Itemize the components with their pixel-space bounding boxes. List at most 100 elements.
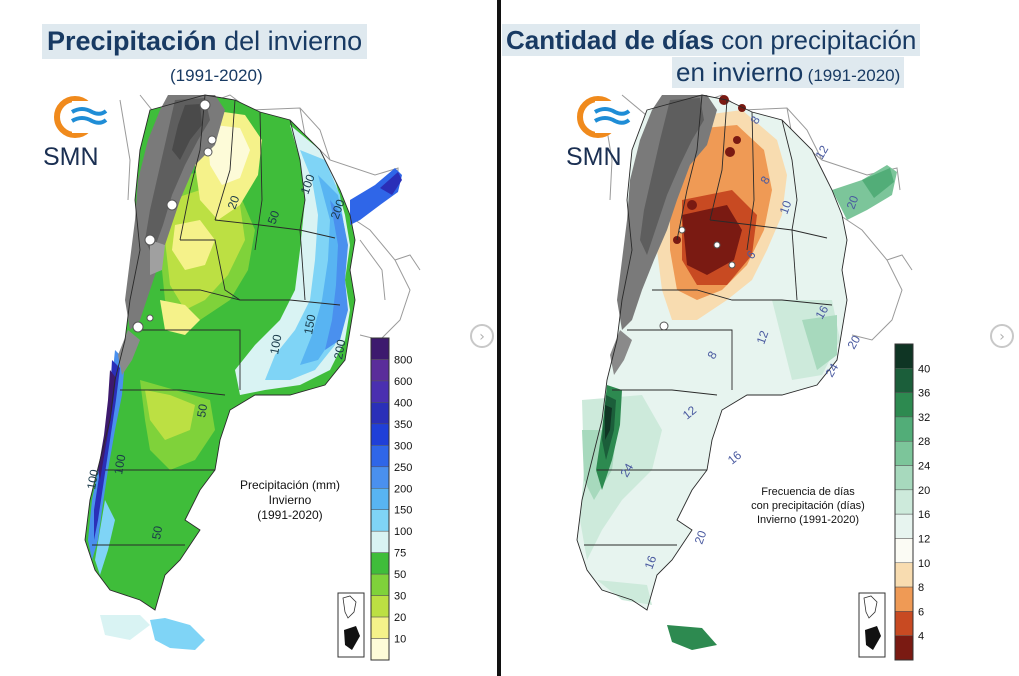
- days-title-line2-text: en invierno: [676, 57, 804, 87]
- legend-swatch: [370, 552, 390, 575]
- legend-swatch: [894, 611, 914, 636]
- precipitation-map: 20 50 100 200 100 150 200 100 50 50 100 …: [43, 94, 421, 661]
- legend-label: 20: [394, 612, 406, 624]
- legend-label: 400: [394, 397, 412, 409]
- precipitation-period: (1991-2020): [170, 66, 263, 85]
- legend-swatch: [370, 530, 390, 553]
- legend-label: 200: [394, 483, 412, 495]
- legend-label: 10: [918, 558, 930, 570]
- precipitation-legend-title: Precipitación (mm) Invierno (1991-2020): [225, 478, 355, 523]
- contour-label: 24: [617, 461, 636, 480]
- contour-label: 50: [194, 403, 210, 419]
- contour-label: 150: [301, 313, 318, 335]
- legend-swatch: [894, 368, 914, 393]
- legend-frame: [370, 337, 390, 661]
- panel-divider: [497, 0, 501, 676]
- legend-label: 40: [918, 363, 930, 375]
- legend-swatch: [370, 638, 390, 661]
- precipitation-title-strong: Precipitación: [47, 26, 217, 56]
- days-legend: 40 36 32 28 24 20 16 12 10 8 6 4: [894, 343, 930, 661]
- legend-label: 8: [918, 582, 924, 594]
- legend-swatch: [370, 595, 390, 618]
- legend-label: 16: [918, 509, 930, 521]
- contour-label: 20: [692, 528, 710, 546]
- legend-label: 75: [394, 548, 406, 560]
- legend-label: 50: [394, 569, 406, 581]
- andes-relief: [118, 95, 225, 375]
- contour-label: 200: [331, 338, 348, 360]
- legend-label: 350: [394, 419, 412, 431]
- legend-title-line: Invierno: [268, 493, 312, 507]
- contour-label: 20: [844, 333, 863, 352]
- antarctica-inset-icon: [858, 592, 886, 658]
- contour-label: 50: [265, 208, 283, 226]
- days-title-light: con precipitación: [714, 25, 917, 55]
- legend-swatch: [894, 416, 914, 442]
- legend-label: 10: [394, 634, 406, 646]
- legend-label: 24: [918, 461, 930, 473]
- legend-label: 600: [394, 376, 412, 388]
- precipitation-title: Precipitación del invierno: [42, 24, 368, 59]
- province-borders: [576, 94, 848, 611]
- contour-label: 12: [754, 328, 772, 346]
- legend-label: 30: [394, 591, 406, 603]
- legend-title-line: Frecuencia de días: [761, 486, 855, 498]
- smn-logo-icon: [577, 96, 631, 138]
- days-title-period: (1991-2020): [807, 66, 901, 85]
- legend-swatch: [894, 440, 914, 466]
- next-chevron-right-icon[interactable]: ›: [990, 324, 1014, 348]
- legend-swatch: [370, 488, 390, 510]
- legend-label: 250: [394, 462, 412, 474]
- days-title-strong: Cantidad de días: [506, 25, 715, 55]
- legend-frame: [894, 343, 914, 661]
- days-title-line2: en invierno (1991-2020): [672, 57, 905, 88]
- precipitation-days-map: 8 12 10 20 8 6 16 12 20 24 8 12 16 24 20…: [566, 94, 930, 661]
- legend-title-line: con precipitación (días): [751, 499, 865, 512]
- precipitation-legend: 800 600 400 350 300 250 200 150 100 75 50 30 20 10: [370, 337, 412, 661]
- smn-logo-text: SMN: [566, 143, 622, 171]
- antarctica-inset-icon: [337, 592, 365, 658]
- andes-relief: [610, 95, 717, 375]
- legend-swatch: [894, 343, 914, 369]
- legend-label: 20: [918, 485, 930, 497]
- legend-swatch: [370, 402, 390, 425]
- legend-swatch: [370, 359, 390, 382]
- legend-label: 300: [394, 440, 412, 452]
- contour-labels: 8 12 10 20 8 6 16 12 20 24 8 12 16 24 20…: [617, 113, 863, 571]
- legend-swatch: [894, 562, 914, 588]
- contour-label: 16: [725, 448, 744, 468]
- legend-swatch: [894, 465, 914, 491]
- smn-logo-icon: [54, 96, 108, 138]
- legend-swatch: [894, 392, 914, 418]
- legend-swatch: [370, 573, 390, 596]
- legend-label: 6: [918, 606, 924, 618]
- smn-logo-text: SMN: [43, 143, 99, 171]
- next-chevron-right-icon[interactable]: ›: [470, 324, 494, 348]
- legend-swatch: [894, 586, 914, 612]
- contour-label: 50: [149, 525, 165, 541]
- contour-label: 24: [822, 361, 841, 380]
- legend-label: 4: [918, 631, 924, 643]
- legend-swatch: [370, 423, 390, 446]
- legend-swatch: [894, 635, 914, 661]
- days-fill: [577, 95, 897, 650]
- legend-label: 32: [918, 412, 930, 424]
- legend-label: 800: [394, 354, 412, 366]
- legend-title-line: Invierno (1991-2020): [756, 513, 860, 526]
- contour-label: 100: [84, 468, 101, 490]
- legend-label: 36: [918, 388, 930, 400]
- legend-label: 12: [918, 533, 930, 545]
- contour-label: 100: [298, 172, 318, 196]
- precipitation-fill: [85, 95, 402, 650]
- legend-label: 28: [918, 436, 930, 448]
- legend-label: 150: [394, 505, 412, 517]
- contour-label: 16: [812, 303, 831, 322]
- contour-label: 16: [642, 553, 660, 571]
- legend-title-line: (1991-2020): [257, 508, 323, 522]
- legend-title-line: Precipitación (mm): [239, 478, 341, 492]
- station-markers: [132, 99, 217, 333]
- legend-swatch: [370, 445, 390, 468]
- contour-label: 100: [267, 333, 284, 355]
- contour-labels: 20 50 100 200 100 150 200 100 50 50 100: [84, 172, 348, 540]
- legend-swatch: [894, 538, 914, 564]
